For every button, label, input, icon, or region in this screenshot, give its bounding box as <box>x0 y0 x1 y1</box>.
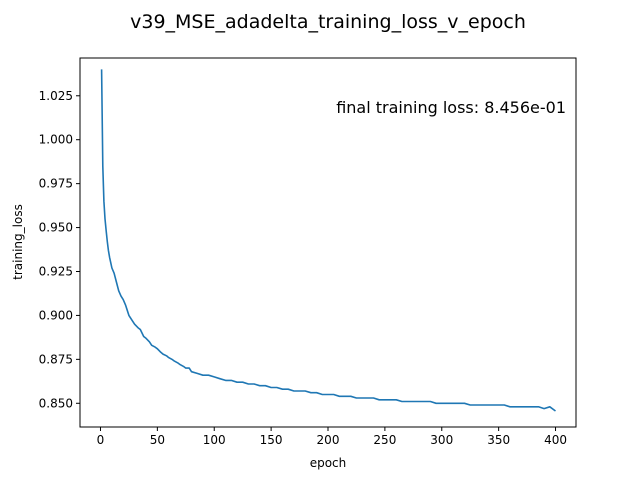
x-tick-label: 100 <box>203 433 226 447</box>
y-tick-label: 0.850 <box>39 396 73 410</box>
x-tick-label: 150 <box>260 433 283 447</box>
x-axis-label: epoch <box>310 456 347 470</box>
y-tick-label: 1.000 <box>39 133 73 147</box>
y-tick-label: 0.975 <box>39 177 73 191</box>
y-axis-ticks: 0.850 0.875 0.900 0.925 0.950 0.975 1.000 1.025 <box>39 89 80 410</box>
x-tick-label: 0 <box>97 433 105 447</box>
chart-title: v39_MSE_adadelta_training_loss_v_epoch <box>130 11 526 33</box>
training-loss-line <box>100 69 556 412</box>
x-axis-ticks: 0 50 100 150 200 250 300 350 400 <box>97 427 567 447</box>
x-tick-label: 50 <box>150 433 165 447</box>
final-loss-annotation: final training loss: 8.456e-01 <box>336 98 566 117</box>
y-tick-label: 0.950 <box>39 221 73 235</box>
x-tick-label: 250 <box>373 433 396 447</box>
x-tick-label: 350 <box>487 433 510 447</box>
y-tick-label: 0.875 <box>39 352 73 366</box>
x-tick-label: 400 <box>544 433 567 447</box>
y-tick-label: 0.900 <box>39 308 73 322</box>
y-tick-label: 0.925 <box>39 264 73 278</box>
y-axis-label: training_loss <box>11 204 25 280</box>
x-tick-label: 300 <box>430 433 453 447</box>
y-tick-label: 1.025 <box>39 89 73 103</box>
x-tick-label: 200 <box>317 433 340 447</box>
